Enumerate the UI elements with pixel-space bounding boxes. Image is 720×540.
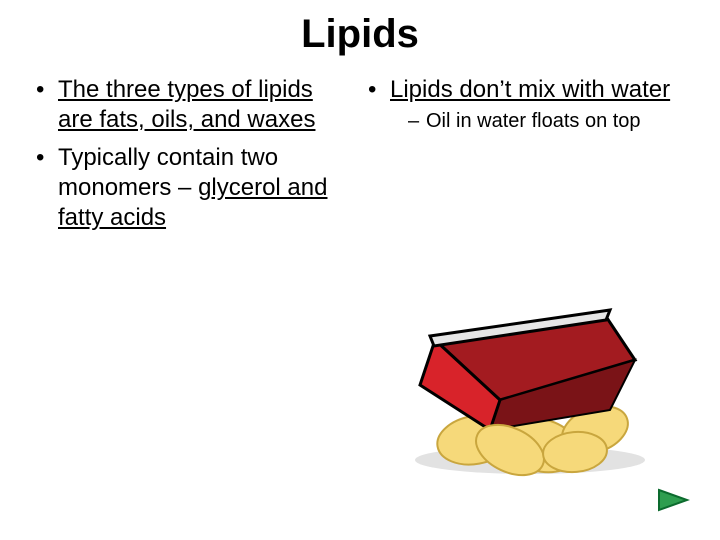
chips-bag-clipart <box>380 300 670 480</box>
left-bullet-1: The three types of lipids are fats, oils… <box>36 75 352 135</box>
left-bullet-1-text: The three types of lipids are fats, oils… <box>58 76 315 133</box>
right-column: Lipids don’t mix with water Oil in water… <box>360 75 692 241</box>
left-column: The three types of lipids are fats, oils… <box>28 75 360 241</box>
slide-title: Lipids <box>0 0 720 75</box>
next-slide-button[interactable] <box>656 487 690 518</box>
right-bullet-1: Lipids don’t mix with water Oil in water… <box>368 75 684 134</box>
play-icon <box>656 487 690 513</box>
left-bullet-2: Typically contain two monomers – glycero… <box>36 143 352 233</box>
right-subbullet-1: Oil in water floats on top <box>390 109 684 134</box>
right-bullet-1-text: Lipids don’t mix with water <box>390 76 670 103</box>
content-columns: The three types of lipids are fats, oils… <box>0 75 720 241</box>
